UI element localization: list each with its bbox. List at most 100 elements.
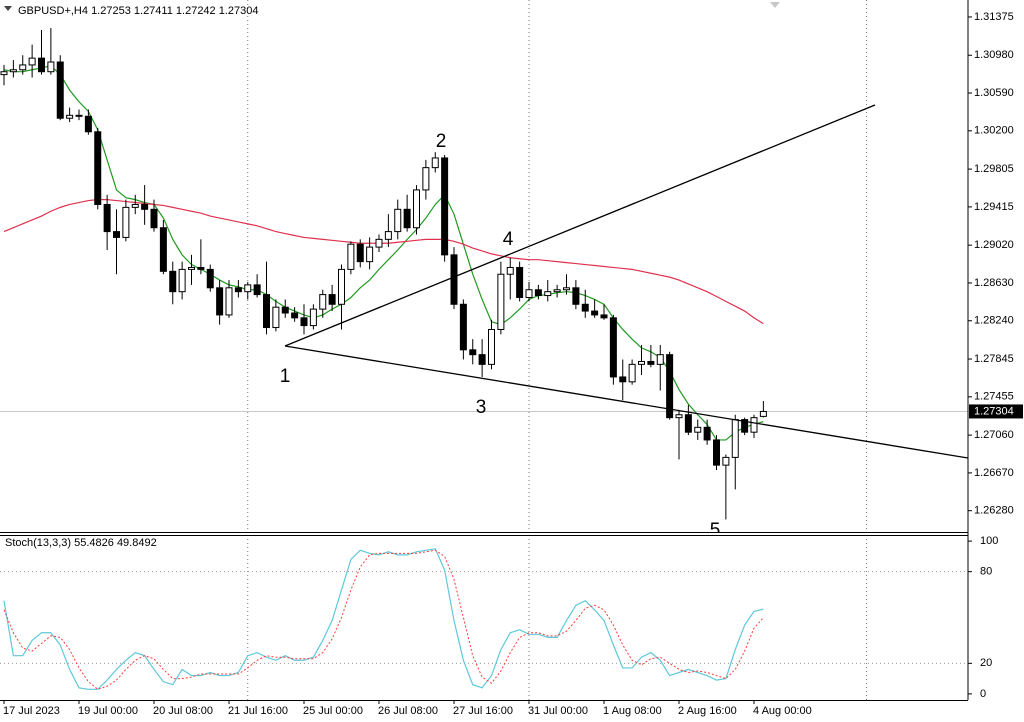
low-value: 1.27242 [176, 5, 216, 17]
candle-body [356, 243, 364, 263]
x-tick-label: 31 Jul 00:00 [528, 705, 588, 717]
candle-body [534, 289, 542, 297]
x-tick-label: 19 Jul 00:00 [78, 705, 138, 717]
x-tick-label: 1 Aug 08:00 [603, 705, 662, 717]
candle-body [56, 61, 64, 119]
candle-body [422, 167, 430, 191]
wave-label: 3 [476, 397, 487, 418]
candle-body [703, 426, 711, 441]
candle-body [553, 289, 561, 293]
candle-body [638, 360, 645, 365]
x-tick-label: 4 Aug 00:00 [753, 705, 812, 717]
candle-body [263, 294, 270, 329]
candle-body [9, 69, 17, 73]
candle-body [431, 157, 439, 169]
candle-body [84, 115, 92, 133]
candle-body [66, 114, 74, 119]
candle-body [675, 414, 683, 419]
trend-line [284, 345, 968, 459]
candle-body [300, 317, 308, 327]
y-tick-label: 1.27455 [974, 391, 1014, 403]
candle-body [281, 306, 289, 314]
y-tick-label: 1.31375 [974, 11, 1014, 23]
candle-body [759, 410, 767, 417]
symbol: GBPUSD+,H4 [18, 5, 88, 17]
candle-body [544, 291, 552, 297]
candle-body [413, 189, 420, 229]
candle-body [684, 414, 692, 433]
candle-body [525, 289, 533, 298]
indicator-line [3, 199, 764, 325]
candle-body [328, 294, 336, 305]
candle-body [572, 287, 580, 305]
indicator-line [3, 549, 764, 690]
shift-marker [770, 2, 780, 8]
indicator-header: Stoch(13,3,3) 55.4826 49.8492 [5, 537, 157, 549]
x-tick-label: 26 Jul 08:00 [378, 705, 438, 717]
candle-body [375, 238, 383, 248]
candle-body [469, 349, 477, 356]
candle-body [403, 208, 411, 229]
y-tick-label: 1.29805 [974, 163, 1014, 175]
y-tick-label: 1.26280 [974, 505, 1014, 517]
y-tick-label: 1.27060 [974, 429, 1014, 441]
wave-label: 4 [503, 229, 514, 250]
candle-body [216, 287, 224, 316]
candle-body [244, 284, 252, 293]
candle-body [38, 57, 45, 73]
y-tick-label: 1.27845 [974, 353, 1014, 365]
candle-body [319, 294, 327, 310]
y-tick-label: 1.28240 [974, 315, 1014, 327]
candle-body [647, 360, 655, 365]
y-tick-label: 1.30980 [974, 49, 1014, 61]
y-tick-label: 1.30590 [974, 87, 1014, 99]
x-tick-label: 27 Jul 16:00 [453, 705, 513, 717]
candle-body [666, 354, 674, 419]
candle-body [141, 203, 149, 210]
x-tick-label: 20 Jul 08:00 [153, 705, 213, 717]
y-tick-label: 80 [980, 566, 992, 578]
main-value: 55.4826 [74, 537, 114, 549]
wave-label: 1 [280, 366, 291, 387]
candle-body [459, 303, 467, 351]
wave-label: 5 [710, 520, 721, 541]
candle-body [600, 314, 608, 319]
candle-body [19, 64, 27, 71]
candle-body [28, 57, 36, 66]
candle-body [441, 157, 449, 256]
x-tick-label: 17 Jul 2023 [3, 705, 60, 717]
y-tick-label: 0 [980, 688, 986, 700]
candle-body [188, 266, 195, 270]
candle-body [619, 376, 627, 383]
candle-body [741, 419, 749, 433]
candle-body [366, 246, 374, 263]
candle-body [497, 273, 505, 330]
candle-body [750, 417, 758, 433]
signal-value: 49.8492 [117, 537, 157, 549]
x-tick-label: 2 Aug 16:00 [678, 705, 737, 717]
candle-body [656, 354, 664, 365]
x-tick-label: 21 Jul 16:00 [228, 705, 288, 717]
trend-line [284, 104, 876, 347]
candle-body [169, 270, 177, 293]
candle-body [94, 131, 102, 205]
candle-body [347, 243, 355, 270]
candle-body [713, 439, 720, 466]
candle-body [694, 426, 702, 433]
candle-body [197, 266, 205, 270]
price-label: 1.27304 [974, 405, 1014, 417]
candle-body [253, 284, 261, 296]
candle-body [206, 268, 214, 289]
candle-body [563, 287, 570, 291]
y-tick-label: 100 [980, 535, 998, 547]
y-tick-label: 1.28630 [974, 277, 1014, 289]
candle-body [225, 287, 233, 316]
candle-body [591, 310, 599, 316]
candle-body [731, 419, 739, 458]
price-panel [0, 0, 968, 532]
headers: GBPUSD+,H4 1.27253 1.27411 1.27242 1.273… [4, 5, 259, 549]
